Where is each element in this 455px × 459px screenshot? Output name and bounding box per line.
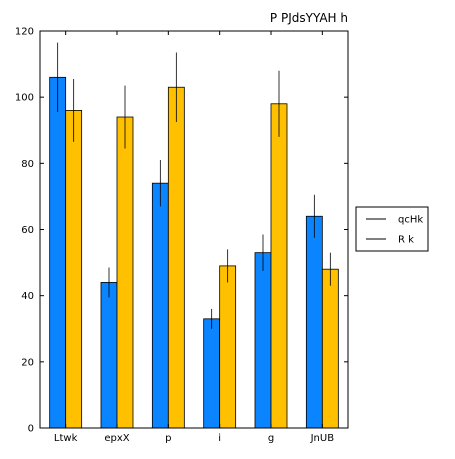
legend-label-qcHk: qcHk: [398, 215, 423, 226]
x-tick-label-Ltwk: Ltwk: [54, 433, 78, 444]
bar-R-k-JnUB: [321, 268, 339, 429]
axes-layer: 0 20 40 60 80 100 120 Ltwk epxX p i g JnUB: [15, 27, 349, 444]
bar-qcHk-Ltwk: [49, 76, 67, 429]
plot-frame: [39, 30, 349, 429]
legend-label-R-k: R k: [398, 235, 414, 246]
y-tick-label-40: 40: [21, 291, 34, 302]
bar-R-k-i: [219, 265, 237, 429]
legend-box: [355, 206, 429, 252]
bar-qcHk-epxX: [100, 282, 118, 429]
bar-R-k-epxX: [116, 116, 134, 429]
legend: qcHk R k: [355, 206, 429, 252]
y-tick-label-20: 20: [21, 357, 34, 368]
bar-qcHk-p: [151, 182, 169, 429]
y-tick-label-60: 60: [21, 225, 34, 236]
bar-qcHk-i: [203, 318, 221, 429]
bars-layer: [49, 76, 339, 429]
bar-qcHk-g: [254, 252, 272, 429]
chart-title: P PJdsYYAH h: [270, 11, 348, 25]
x-tick-label-p: p: [165, 433, 171, 444]
y-tick-label-100: 100: [15, 93, 34, 104]
x-tick-label-JnUB: JnUB: [310, 433, 335, 444]
bar-R-k-Ltwk: [65, 110, 83, 429]
error-bars-layer: [57, 42, 331, 329]
x-tick-label-g: g: [268, 433, 274, 444]
y-tick-label-80: 80: [21, 159, 34, 170]
bar-R-k-p: [167, 86, 185, 429]
bar-qcHk-JnUB: [305, 215, 323, 429]
y-tick-label-120: 120: [15, 27, 34, 38]
y-tick-label-0: 0: [28, 424, 34, 435]
bar-R-k-g: [270, 103, 288, 429]
x-tick-label-i: i: [218, 433, 221, 444]
x-tick-label-epxX: epxX: [104, 433, 129, 444]
